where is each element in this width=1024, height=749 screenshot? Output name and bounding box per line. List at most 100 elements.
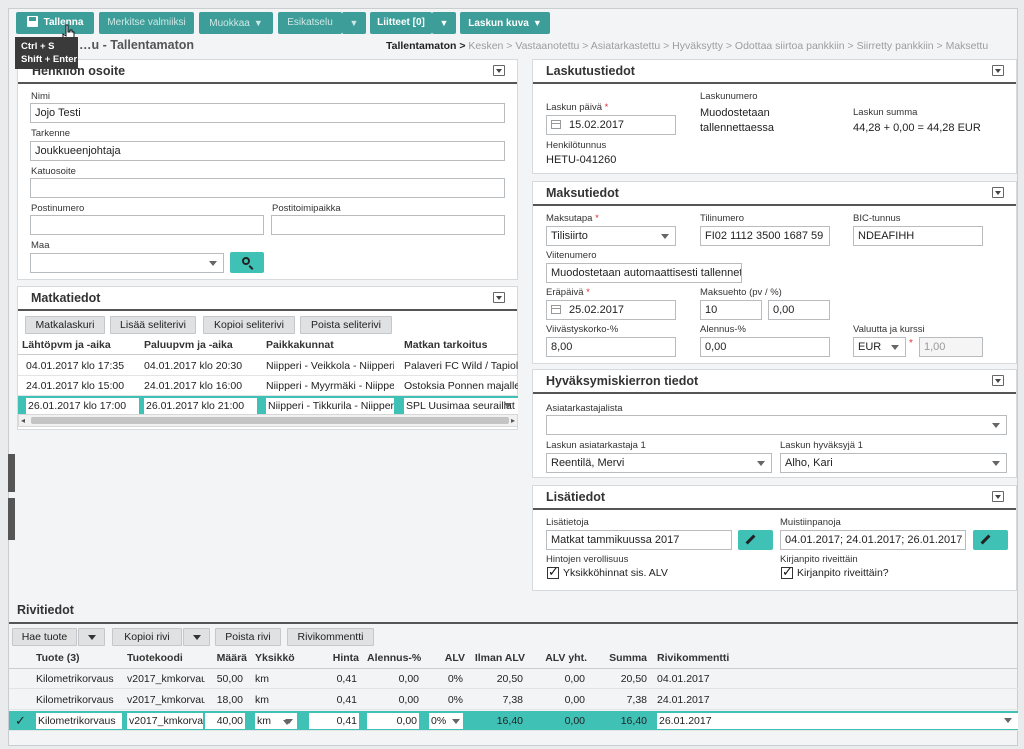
side-tab-handle[interactable] (8, 498, 15, 540)
exchange-rate-input[interactable]: 1,00 (919, 337, 983, 357)
approval-panel: Hyväksymiskierron tiedot Asiatarkastajal… (532, 369, 1017, 478)
due-date-input[interactable]: 25.02.2017 (546, 300, 676, 320)
checker-list-select[interactable] (546, 415, 1007, 435)
reference-input[interactable]: Muodostetaan automaattisesti tallennetta… (546, 263, 742, 283)
trip-calculator-button[interactable]: Matkalaskuri (25, 316, 105, 334)
checker-select[interactable]: Reentilä, Mervi (546, 453, 772, 473)
scrollbar-thumb[interactable] (31, 417, 509, 424)
collapse-icon[interactable] (992, 65, 1004, 76)
column-header[interactable]: Alennus-% (367, 652, 422, 664)
mark-ready-button[interactable]: Merkitse valmiiksi (99, 12, 194, 34)
invoice-panel: Laskutustiedot Laskun päivä * 15.02.2017… (532, 59, 1017, 174)
edit-extra-info-button[interactable] (738, 530, 773, 550)
table-row[interactable]: 24.01.2017 klo 15:00 24.01.2017 klo 16:0… (18, 376, 518, 396)
column-header[interactable]: Yksikkö (255, 652, 295, 664)
collapse-icon[interactable] (992, 187, 1004, 198)
side-tab-handle[interactable] (8, 454, 15, 492)
column-header[interactable]: Ilman ALV (474, 652, 525, 664)
search-button[interactable] (230, 252, 264, 273)
row-comment-button[interactable]: Rivikommentti (287, 628, 374, 646)
column-header[interactable]: Rivikommentti (657, 652, 730, 664)
unit-select[interactable]: km (255, 713, 297, 729)
city-input[interactable] (271, 215, 505, 235)
extra-info-panel: Lisätiedot Lisätietoja Matkat tammikuuss… (532, 485, 1017, 591)
checker-label: Laskun asiatarkastaja 1 (546, 440, 646, 451)
lines-grid-header: Tuote (3) Tuotekoodi Määrä Yksikkö Hinta… (9, 648, 1018, 669)
notes-input[interactable]: 04.01.2017; 24.01.2017; 26.01.2017 (780, 530, 966, 550)
panel-title: Hyväksymiskierron tiedot (546, 374, 699, 388)
payment-panel: Maksutiedot Maksutapa * Tilisiirto Tilin… (532, 181, 1017, 364)
preview-button[interactable]: Esikatselu (278, 12, 342, 34)
scroll-left-icon: ◂ (21, 416, 26, 425)
column-header[interactable]: Hinta (332, 652, 359, 664)
extra-info-input[interactable]: Matkat tammikuussa 2017 (546, 530, 732, 550)
column-header[interactable]: Tuotekoodi (127, 652, 183, 664)
bookkeeping-checkbox[interactable] (781, 564, 793, 580)
column-header[interactable]: Lähtöpvm ja -aika (22, 339, 111, 351)
copy-description-row-button[interactable]: Kopioi seliterivi (203, 316, 295, 334)
collapse-icon[interactable] (992, 491, 1004, 502)
vat-included-checkbox[interactable] (547, 564, 559, 580)
attachments-dropdown-button[interactable]: ▼ (432, 12, 456, 34)
currency-label: Valuutta ja kurssi (853, 324, 925, 335)
edit-notes-button[interactable] (973, 530, 1008, 550)
checker-list-label: Asiatarkastajalista (546, 403, 623, 414)
scroll-right-icon: ▸ (510, 416, 515, 425)
account-input[interactable]: FI02 1112 3500 1687 59 (700, 226, 830, 246)
street-input[interactable] (30, 178, 505, 198)
fetch-product-dropdown[interactable] (78, 628, 105, 646)
column-header[interactable]: Matkan tarkoitus (404, 339, 488, 351)
shortcut-tooltip: Ctrl + S Shift + Enter (15, 37, 78, 69)
vat-select[interactable]: 0% (429, 713, 463, 729)
table-row[interactable]: Kilometrikorvaus v2017_kmkorvaus 18,00 k… (9, 690, 1018, 710)
copy-row-button[interactable]: Kopioi rivi (112, 628, 182, 646)
column-header[interactable]: ALV (444, 652, 465, 664)
table-row[interactable]: 04.01.2017 klo 17:35 04.01.2017 klo 20:3… (18, 356, 518, 376)
approver-select[interactable]: Alho, Kari (780, 453, 1007, 473)
name-input[interactable]: Jojo Testi (30, 103, 505, 123)
payment-terms-percent-input[interactable]: 0,00 (768, 300, 830, 320)
save-button[interactable]: Tallenna (16, 12, 94, 34)
chevron-down-icon (193, 635, 201, 640)
column-header[interactable]: Paluupvm ja -aika (144, 339, 233, 351)
invoice-image-button[interactable]: Laskun kuva ▼ (460, 12, 550, 34)
payment-terms-days-input[interactable]: 10 (700, 300, 762, 320)
pencil-icon (980, 534, 991, 545)
invoice-date-label: Laskun päivä * (546, 102, 609, 113)
check-icon: ✓ (15, 713, 26, 728)
add-description-row-button[interactable]: Lisää seliterivi (110, 316, 196, 334)
bic-input[interactable]: NDEAFIHH (853, 226, 983, 246)
collapse-icon[interactable] (493, 292, 505, 303)
specifier-input[interactable]: Joukkueenjohtaja (30, 141, 505, 161)
column-header[interactable]: Tuote (3) (36, 652, 80, 664)
account-label: Tilinumero (700, 213, 744, 224)
attachments-button[interactable]: Liitteet [0] (370, 12, 432, 34)
payment-terms-label: Maksuehto (pv / %) (700, 287, 782, 298)
discount-input[interactable]: 0,00 (700, 337, 830, 357)
delete-row-button[interactable]: Poista rivi (215, 628, 281, 646)
postcode-input[interactable] (30, 215, 264, 235)
collapse-icon[interactable] (992, 375, 1004, 386)
country-select[interactable] (30, 253, 224, 273)
interest-input[interactable]: 8,00 (546, 337, 676, 357)
preview-dropdown-button[interactable]: ▼ (342, 12, 366, 34)
copy-row-dropdown[interactable] (183, 628, 210, 646)
table-row[interactable]: Kilometrikorvaus v2017_kmkorvaus 50,00 k… (9, 669, 1018, 689)
invoice-date-input[interactable]: 15.02.2017 (546, 115, 676, 135)
column-header[interactable]: Paikkakunnat (266, 339, 334, 351)
horizontal-scrollbar[interactable]: ◂ ▸ (18, 414, 518, 427)
currency-select[interactable]: EUR (853, 337, 906, 357)
due-date-label: Eräpäivä * (546, 287, 590, 298)
discount-label: Alennus-% (700, 324, 746, 335)
table-row-selected[interactable]: ✓ Kilometrikorvaus v2017_kmkorvaus 40,00… (9, 711, 1018, 731)
delete-description-row-button[interactable]: Poista seliterivi (300, 316, 392, 334)
column-header[interactable]: ALV yht. (545, 652, 587, 664)
page-title: …u - Tallentamaton (79, 38, 195, 52)
fetch-product-button[interactable]: Hae tuote (12, 628, 77, 646)
column-header[interactable]: Summa (609, 652, 647, 664)
edit-button[interactable]: Muokkaa ▼ (199, 12, 273, 34)
payment-method-select[interactable]: Tilisiirto (546, 226, 676, 246)
table-row-selected[interactable]: 26.01.2017 klo 17:00 26.01.2017 klo 21:0… (18, 396, 518, 415)
collapse-icon[interactable] (493, 65, 505, 76)
column-header[interactable]: Määrä (216, 652, 247, 664)
